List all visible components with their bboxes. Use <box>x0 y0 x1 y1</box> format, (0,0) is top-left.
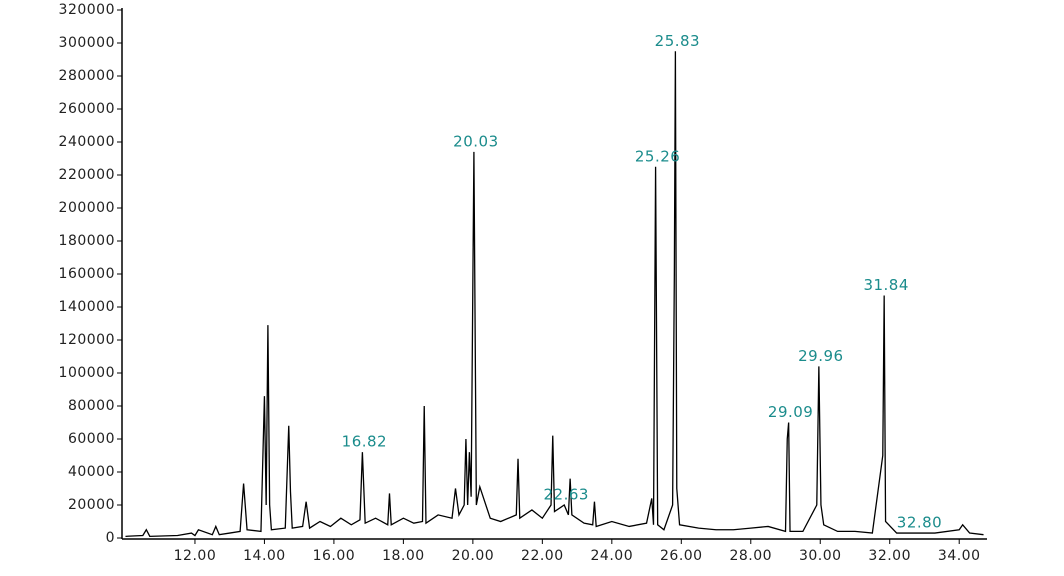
peak-label: 29.09 <box>768 403 813 421</box>
y-tick-label: 120000 <box>59 332 115 348</box>
y-tick-label: 220000 <box>59 167 115 183</box>
x-tick-label: 28.00 <box>729 548 772 564</box>
y-tick-label: 140000 <box>59 299 115 315</box>
trace <box>125 51 984 538</box>
x-tick-label: 16.00 <box>313 548 356 564</box>
y-tick-label: 80000 <box>68 398 115 414</box>
peak-label: 16.82 <box>342 433 387 451</box>
peak-label: 20.03 <box>453 132 498 150</box>
y-tick-label: 160000 <box>59 266 115 282</box>
y-tick-label: 260000 <box>59 101 115 117</box>
y-tick-label: 180000 <box>59 233 115 249</box>
x-tick-label: 34.00 <box>938 548 981 564</box>
y-tick-label: 20000 <box>68 497 115 513</box>
peak-label: 31.84 <box>863 276 908 294</box>
y-tick-label: 40000 <box>68 464 115 480</box>
x-tick-label: 32.00 <box>868 548 911 564</box>
y-tick-label: 300000 <box>59 35 115 51</box>
x-tick-label: 14.00 <box>243 548 286 564</box>
x-tick-label: 18.00 <box>382 548 425 564</box>
x-tick-label: 22.00 <box>521 548 564 564</box>
y-tick-label: 280000 <box>59 68 115 84</box>
y-tick-label: 320000 <box>59 2 115 18</box>
peak-label: 22.63 <box>544 486 589 504</box>
x-tick-label: 12.00 <box>174 548 217 564</box>
peak-label: 29.96 <box>798 347 843 365</box>
x-tick-label: 24.00 <box>591 548 634 564</box>
y-tick-label: 240000 <box>59 134 115 150</box>
y-tick-label: 200000 <box>59 200 115 216</box>
peak-label: 25.83 <box>655 32 700 50</box>
y-tick-label: 0 <box>106 530 115 546</box>
y-tick-label: 60000 <box>68 431 115 447</box>
y-tick-label: 100000 <box>59 365 115 381</box>
x-tick-label: 26.00 <box>660 548 703 564</box>
x-tick-label: 20.00 <box>452 548 495 564</box>
peak-label: 32.80 <box>897 514 942 532</box>
x-tick-label: 30.00 <box>799 548 842 564</box>
peak-label: 25.26 <box>635 147 680 165</box>
